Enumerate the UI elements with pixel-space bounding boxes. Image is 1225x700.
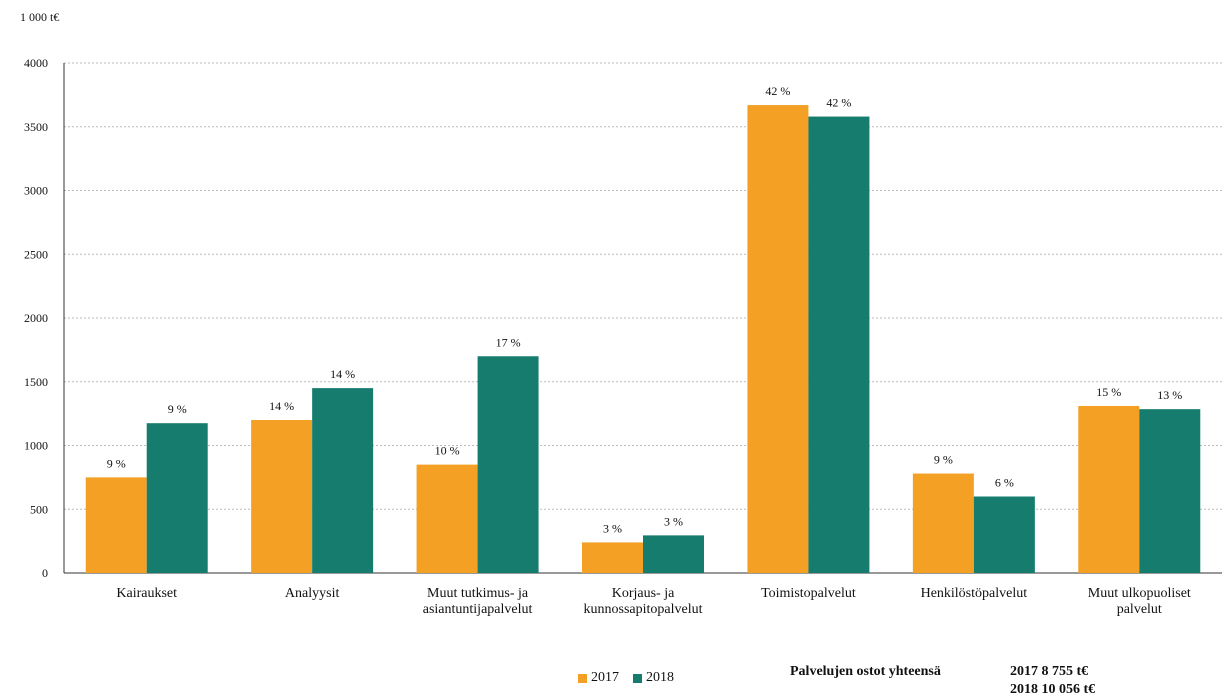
x-tick-label: Muut tutkimus- ja <box>427 586 529 601</box>
bar-2017-0 <box>85 477 147 573</box>
x-tick-label: Henkilöstöpalvelut <box>921 586 1028 601</box>
bar-2018-1 <box>312 388 374 573</box>
data-label-2017-4: 42 % <box>765 84 790 98</box>
bar-chart: 0 500 1000 1500 2000 2500 3000 3500 4000 9 % 9 % Ka… <box>24 56 1222 617</box>
x-tick-label: Muut ulkopuoliset <box>1088 586 1191 601</box>
legend-item-2018: 2018 <box>633 670 674 686</box>
y-tick-label: 500 <box>30 502 48 516</box>
data-label-2017-0: 9 % <box>107 456 126 470</box>
data-label-2017-2: 10 % <box>435 444 460 458</box>
data-label-2018-6: 13 % <box>1157 388 1182 402</box>
data-label-2018-1: 14 % <box>330 367 355 381</box>
y-tick-label: 2000 <box>24 311 48 325</box>
x-tick-label: kunnossapitopalvelut <box>584 602 703 617</box>
y-tick-label: 1000 <box>24 439 48 453</box>
bar-2018-5 <box>973 496 1035 573</box>
data-label-2017-6: 15 % <box>1096 385 1121 399</box>
x-tick-label: Kairaukset <box>116 586 177 601</box>
totals-row-2018: 2018 10 056 t€ <box>1010 682 1096 697</box>
legend-swatch-2018 <box>633 673 642 683</box>
totals-row-2017: 2017 8 755 t€ <box>1010 664 1089 679</box>
y-tick-label: 4000 <box>24 56 48 70</box>
x-tick-label: Korjaus- ja <box>612 586 675 601</box>
bar-2017-5 <box>912 473 974 573</box>
bar-2018-6 <box>1139 409 1201 573</box>
bar-2017-3 <box>582 542 643 573</box>
y-tick-label: 1500 <box>24 375 48 389</box>
data-label-2017-5: 9 % <box>934 453 953 467</box>
x-tick-label: palvelut <box>1117 602 1162 617</box>
bar-2018-4 <box>808 116 870 574</box>
bar-2017-2 <box>416 464 478 573</box>
bar-2018-0 <box>146 423 208 573</box>
y-tick-label: 3500 <box>24 120 48 134</box>
bar-2018-3 <box>643 535 704 573</box>
bar-2018-2 <box>477 356 539 573</box>
bar-2017-6 <box>1078 405 1140 573</box>
legend: 2017 2018 <box>578 670 674 686</box>
data-label-2018-2: 17 % <box>496 335 521 349</box>
y-tick-label: 0 <box>42 566 48 580</box>
legend-swatch-2017 <box>578 673 587 683</box>
bar-2017-4 <box>747 105 809 573</box>
data-label-2018-0: 9 % <box>168 402 187 416</box>
x-tick-label: asiantuntijapalvelut <box>423 602 533 617</box>
x-tick-label: Analyysit <box>285 586 340 601</box>
data-label-2018-4: 42 % <box>826 96 851 110</box>
data-label-2017-1: 14 % <box>269 399 294 413</box>
data-label-2018-3: 3 % <box>664 514 683 528</box>
y-axis-unit-label: 1 000 t€ <box>20 10 60 24</box>
bar-2017-1 <box>251 420 313 573</box>
data-label-2017-3: 3 % <box>603 521 622 535</box>
y-tick-label: 2500 <box>24 247 48 261</box>
x-tick-label: Toimistopalvelut <box>761 586 856 601</box>
totals-label: Palvelujen ostot yhteensä <box>790 664 941 679</box>
legend-label-2018: 2018 <box>646 670 674 685</box>
data-label-2018-5: 6 % <box>995 476 1014 490</box>
legend-label-2017: 2017 <box>591 670 619 685</box>
y-tick-label: 3000 <box>24 184 48 198</box>
legend-item-2017: 2017 <box>578 670 619 686</box>
